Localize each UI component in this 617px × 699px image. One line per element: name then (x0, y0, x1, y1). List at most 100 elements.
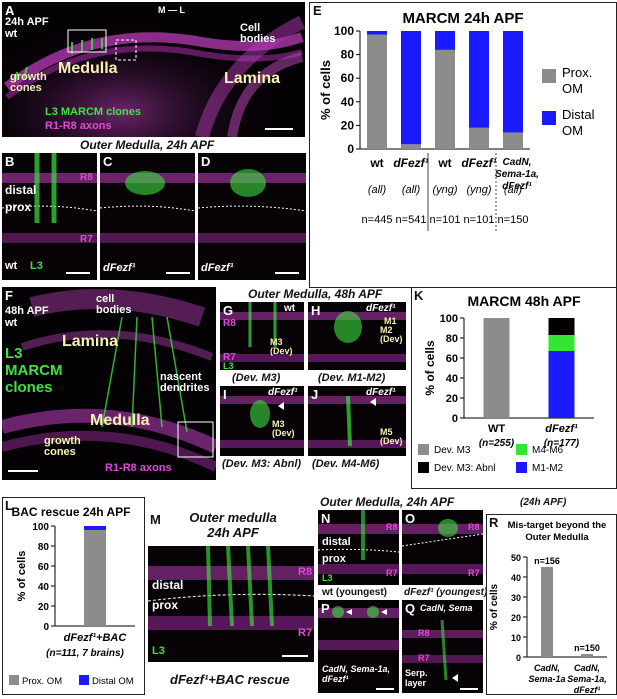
panel-h-image (308, 302, 406, 370)
b-l3: L3 (30, 260, 43, 272)
e-ytick-label: 40 (341, 95, 355, 109)
c-scale-bar (166, 272, 190, 274)
e-n-label: n=150 (498, 214, 529, 226)
l-bar-segment (84, 526, 106, 530)
l-category-label: dFezf¹+BAC (64, 632, 128, 644)
panel-o-drawing (402, 510, 483, 585)
o-caption: dFezf¹ (youngest) (404, 587, 488, 598)
n-l3: L3 (322, 573, 333, 583)
panel-g-image (220, 302, 304, 370)
e-category-label: wt (369, 156, 383, 170)
i-genotype: dFezf¹ (268, 387, 298, 398)
ml-axis-label: M — L (158, 5, 185, 15)
m-title: Outer medulla 24h APF (189, 510, 277, 540)
h-m2: M2 (Dev) (380, 325, 403, 344)
k-legend-label: M4-M6 (532, 445, 564, 456)
panel-i-image (220, 386, 304, 456)
m-r7: R7 (298, 627, 313, 639)
e-ytick-label: 100 (334, 24, 354, 38)
panel-e-chart: MARCM 24h APF 0 20 40 60 80 100 % of cells wt (al… (309, 2, 617, 288)
k-bar-segment (483, 318, 510, 418)
m-l3: L3 (152, 645, 165, 657)
r-category-label-2: Sema-1a (528, 674, 565, 684)
m-prox: prox (152, 598, 179, 612)
row-gj-title: Outer Medulla, 48h APF (248, 287, 383, 301)
r-category-label-2: Sema-1a, (567, 674, 607, 684)
k-n-label: (n=255) (479, 438, 515, 449)
e-ytick-label: 60 (341, 71, 355, 85)
chart-l-svg: BAC rescue 24h APF 0 20 40 60 80 100 % of cells… (9, 505, 135, 687)
row-bd-title: Outer Medulla, 24h APF (80, 138, 215, 152)
panel-a-letter: A (5, 3, 15, 18)
panel-d-letter: D (201, 154, 211, 169)
k-legend-label: M1-M2 (532, 463, 564, 474)
l-ytick-label: 0 (43, 622, 49, 633)
e-legend-swatch (542, 111, 556, 125)
panel-q-letter: Q (405, 601, 416, 616)
r-n-label: n=150 (574, 643, 600, 653)
l-legend-swatch (9, 675, 19, 685)
f-nascent: nascent dendrites (160, 371, 210, 394)
f-growth-cones: growth cones (44, 435, 81, 458)
growth-cones-label: growth cones (10, 71, 47, 94)
legend-magenta-label: R1-R8 axons (45, 120, 112, 132)
panel-q-image (402, 600, 483, 693)
panel-k-letter: K (414, 288, 424, 303)
panel-r-letter: R (489, 515, 499, 530)
d-scale-bar (275, 272, 299, 274)
e-title: MARCM 24h APF (402, 10, 523, 27)
panel-c-image (100, 153, 195, 280)
o-r7: R7 (468, 568, 480, 578)
e-bar-distalom (367, 31, 387, 35)
e-bar-proxom (435, 49, 455, 149)
panel-d-image (198, 153, 306, 280)
k-legend-swatch (418, 462, 429, 473)
panel-c-letter: C (103, 154, 113, 169)
panel-l-letter: L (5, 498, 13, 513)
panel-h-letter: H (311, 303, 321, 318)
m-r8: R8 (298, 566, 313, 578)
h-genotype: dFezf¹ (366, 303, 396, 314)
r-ytick-label: 40 (511, 573, 521, 583)
l-ylabel: % of cells (16, 551, 28, 602)
k-ylabel: % of cells (423, 340, 437, 396)
e-legend-label-2: OM (562, 81, 583, 96)
g-wt: wt (284, 303, 296, 314)
k-category-label: dFezf¹ (545, 423, 578, 435)
f-genotype: wt (5, 317, 18, 329)
panel-i-drawing (220, 386, 304, 456)
e-legend-swatch (542, 69, 556, 83)
r-n-label: n=156 (534, 556, 560, 566)
f-cell-bodies: cell bodies (96, 293, 132, 316)
e-category-label: dFezf¹ (461, 156, 496, 170)
panel-n-letter: N (321, 511, 331, 526)
e-category-label: dFezf¹ (393, 156, 428, 170)
m-scale-bar (282, 655, 308, 657)
f-medulla: Medulla (90, 412, 150, 429)
e-bar-proxom (469, 127, 489, 149)
e-ytick-label: 20 (341, 118, 355, 132)
panel-o-letter: O (405, 511, 416, 526)
e-bar-proxom (367, 34, 387, 149)
q-r7: R7 (418, 653, 430, 663)
r-bar (541, 567, 553, 657)
panel-n-image (318, 510, 399, 585)
panel-g-drawing (220, 302, 304, 370)
p-scale-bar (376, 688, 394, 690)
i-m3: M3 (Dev) (272, 419, 295, 438)
k-ytick-label: 20 (446, 393, 458, 405)
e-category-label-line1: CadN, (503, 157, 532, 168)
panel-e-letter: E (313, 3, 322, 18)
k-legend-swatch (516, 462, 527, 473)
panel-j-drawing (308, 386, 406, 456)
e-category-label: wt (437, 156, 451, 170)
b-distal: distal (5, 183, 37, 197)
e-ytick-label: 80 (341, 48, 355, 62)
r-ylabel: % of cells (489, 584, 500, 631)
e-n-label: n=101 (430, 214, 461, 226)
legend-green-label: L3 MARCM clones (45, 106, 141, 118)
k-bar-segment (548, 351, 575, 418)
e-n-label: n=541 (396, 214, 427, 226)
f-axons: R1-R8 axons (105, 462, 172, 474)
